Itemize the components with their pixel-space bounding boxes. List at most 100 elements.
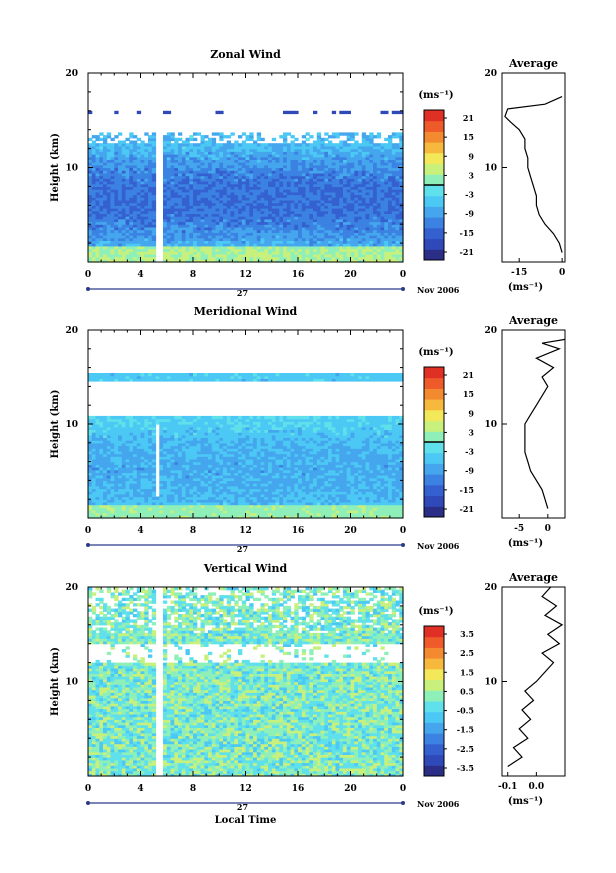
heatmap-cell	[140, 143, 145, 147]
heatmap-cell	[110, 253, 115, 258]
heatmap-cell	[324, 143, 329, 147]
heatmap-cell	[174, 189, 179, 193]
heatmap-cell	[125, 256, 130, 260]
heatmap-cell	[384, 151, 389, 155]
heatmap-cell	[343, 259, 348, 263]
heatmap-cell	[399, 485, 404, 490]
heatmap-cell	[369, 226, 374, 231]
heatmap-cell	[230, 491, 235, 495]
heatmap-cell	[256, 213, 262, 217]
heatmap-cell	[249, 485, 254, 490]
heatmap-cell	[268, 148, 273, 152]
heatmap-cell	[350, 243, 355, 247]
heatmap-cell	[354, 164, 359, 169]
heatmap-cell	[204, 205, 209, 209]
heatmap-cell	[361, 208, 367, 212]
heatmap-cell	[166, 245, 172, 250]
heatmap-cell	[241, 248, 247, 252]
heatmap-cell	[275, 512, 280, 516]
heatmap-cell	[331, 175, 337, 179]
heatmap-cell	[174, 509, 179, 514]
heatmap-cell	[395, 164, 400, 169]
heatmap-cell	[181, 213, 187, 217]
heatmap-cell	[380, 251, 385, 255]
heatmap-cell	[238, 172, 243, 177]
heatmap-cell	[196, 259, 202, 263]
heatmap-cell	[376, 194, 382, 198]
heatmap-cell	[264, 485, 269, 490]
heatmap-cell	[260, 145, 265, 150]
heatmap-cell	[185, 189, 190, 193]
heatmap-cell	[365, 493, 370, 498]
heatmap-cell	[118, 235, 123, 239]
heatmap-cell	[144, 172, 149, 177]
heatmap-cell	[163, 509, 168, 514]
heatmap-cell	[320, 248, 325, 252]
heatmap-cell	[181, 507, 187, 511]
heatmap-cell	[200, 170, 205, 174]
heatmap-cell	[129, 205, 134, 209]
heatmap-cell	[361, 237, 367, 241]
heatmap-cell	[260, 218, 265, 223]
heatmap-cell	[223, 135, 228, 139]
heatmap-cell	[148, 229, 153, 233]
heatmap-cell	[241, 132, 247, 136]
heatmap-cell	[144, 248, 149, 252]
heatmap-cell	[208, 248, 213, 252]
heatmap-cell	[185, 483, 190, 487]
heatmap-cell	[365, 512, 370, 516]
heatmap-cell	[99, 143, 104, 147]
heatmap-cell	[346, 202, 351, 206]
heatmap-cell	[174, 491, 179, 495]
heatmap-cell	[133, 245, 138, 250]
heatmap-cell	[163, 216, 168, 220]
heatmap-cell	[219, 229, 224, 233]
heatmap-cell	[181, 218, 187, 223]
heatmap-cell	[275, 210, 280, 214]
heatmap-cell	[264, 175, 269, 179]
heatmap-cell	[144, 132, 149, 136]
heatmap-cell	[99, 210, 104, 214]
heatmap-cell	[346, 485, 351, 490]
heatmap-cell	[110, 504, 115, 508]
heatmap-cell	[399, 135, 404, 139]
heatmap-cell	[208, 483, 213, 487]
heatmap-cell	[106, 488, 112, 492]
heatmap-cell	[196, 156, 202, 160]
heatmap-cell	[279, 493, 284, 498]
heatmap-cell	[309, 159, 314, 163]
heatmap-cell	[358, 167, 363, 171]
heatmap-cell	[253, 483, 258, 487]
heatmap-cell	[260, 148, 265, 152]
heatmap-cell	[358, 226, 363, 231]
heatmap-cell	[391, 256, 397, 260]
heatmap-cell	[211, 485, 217, 490]
heatmap-cell	[241, 167, 247, 171]
heatmap-cell	[391, 135, 397, 139]
heatmap-cell	[148, 159, 153, 163]
heatmap-cell	[335, 235, 340, 239]
heatmap-cell	[226, 483, 232, 487]
heatmap-cell	[125, 170, 130, 174]
heatmap-cell	[125, 156, 130, 160]
heatmap-cell	[88, 154, 93, 158]
heatmap-cell	[346, 229, 351, 233]
heatmap-cell	[129, 183, 134, 187]
heatmap-cell	[193, 189, 198, 193]
heatmap-cell	[328, 229, 333, 233]
heatmap-cell	[110, 509, 115, 514]
heatmap-cell	[305, 515, 310, 519]
heatmap-cell	[380, 232, 385, 236]
heatmap-cell	[129, 167, 134, 171]
heatmap-cell	[346, 194, 351, 198]
heatmap-cell	[301, 172, 307, 177]
heatmap-cell	[286, 148, 292, 152]
heatmap-cell	[106, 145, 112, 150]
heatmap-cell	[290, 110, 295, 115]
heatmap-cell	[178, 205, 183, 209]
heatmap-cell	[350, 189, 355, 193]
heatmap-cell	[373, 151, 378, 155]
heatmap-cell	[283, 232, 288, 236]
heatmap-cell	[286, 145, 292, 150]
heatmap-cell	[339, 256, 344, 260]
